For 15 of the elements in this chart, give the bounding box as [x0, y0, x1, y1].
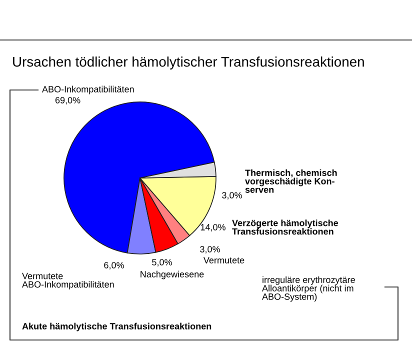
slice-label: Thermisch, chemisch vorgeschädigte Kon- serven: [245, 169, 337, 193]
slice-label: ABO-Inkompatibilitäten: [42, 86, 134, 94]
data-label: 3,0%: [200, 246, 220, 254]
data-label: 14,0%: [200, 224, 226, 232]
slice-label: Vermutete ABO-Inkompatibilitäten: [22, 272, 114, 290]
slice-label: Verzögerte hämolytische Transfusionsreaktionen: [232, 220, 338, 235]
data-label: 6,0%: [104, 262, 124, 270]
slice-label: Nachgewiesene: [140, 270, 204, 280]
text: irreguläre erythrozytäre Alloantikörper (nicht im ABO-System): [262, 276, 355, 302]
data-label: 3,0%: [222, 192, 242, 200]
data-label: 5,0%: [152, 259, 172, 266]
data-label: 69,0%: [55, 97, 80, 104]
text: Akute hämolytische Transfusionsreaktionen: [22, 322, 212, 332]
chart-title: Ursachen tödlicher hämolytischer Transfusionsreaktionen: [13, 56, 364, 70]
slice-label: Vermutete: [203, 257, 244, 264]
